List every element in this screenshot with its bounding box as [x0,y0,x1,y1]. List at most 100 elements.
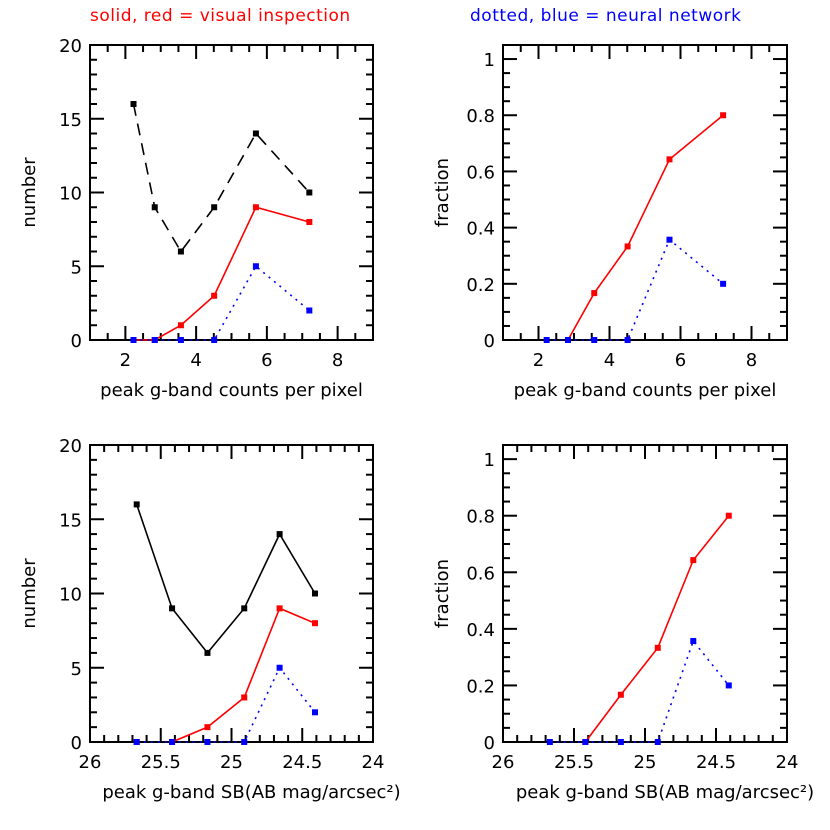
data-point [720,112,727,119]
data-point [133,501,140,508]
data-point [169,739,176,745]
data-point [276,531,283,538]
y-tick-label: 0.4 [466,219,495,240]
data-point [177,337,184,343]
data-point [130,101,137,107]
y-tick-label: 0.4 [466,620,495,641]
y-tick-label: 0.8 [466,507,495,528]
y-tick-label: 1 [484,450,495,471]
x-axis-label: peak g-band counts per pixel [100,380,363,401]
y-tick-label: 0 [71,331,82,352]
x-tick-label: 8 [332,350,343,371]
data-point [133,739,140,745]
series-0000ff [130,263,313,343]
legend-blue-note: dotted, blue = neural network [470,6,742,26]
x-axis-label: peak g-band SB(AB mag/arcsec²) [102,782,400,803]
data-point [306,307,313,314]
axes-frame [89,444,374,743]
panel-bottom-right: 26 25.5 25 24.5 24 0 0.2 0.4 0.6 0.8 1 peak g-band … [432,444,814,803]
panel-top-left: 2 4 6 8 0 5 10 15 20 peak g-band counts per pixel… [19,36,374,401]
data-point [654,739,661,745]
panel-bottom-left: 26 25.5 25 24.5 24 0 5 10 15 20 peak g-band SB(AB … [19,436,401,803]
x-tick-label: 24 [362,752,385,773]
x-tick-label: 24.5 [282,752,322,773]
y-tick-label: 15 [59,110,82,131]
data-point [177,248,184,255]
series-000000 [133,501,318,656]
series-ff0000 [564,112,727,343]
legend-red-note: solid, red = visual inspection [90,6,351,26]
data-point [211,337,218,343]
x-tick-label: 24.5 [696,752,736,773]
data-point [591,290,598,297]
data-point [720,280,727,287]
series-line [171,607,316,743]
y-axis-label: number [19,558,40,629]
x-tick-label: 26 [492,752,515,773]
data-point [241,605,248,612]
x-tick-label: 4 [604,350,615,371]
x-tick-label: 2 [533,350,544,371]
series-ff0000 [133,605,318,745]
data-point [690,557,697,564]
y-axis-label: number [19,157,40,228]
y-tick-label: 1 [484,50,495,71]
axes-frame [502,44,788,341]
y-tick-label: 5 [71,659,82,680]
x-tick-label: 25 [220,752,243,773]
x-tick-label: 25.5 [141,752,181,773]
data-point [546,739,553,745]
data-point [617,739,624,745]
series-0000ff [543,236,727,343]
data-point [725,512,732,519]
data-point [204,724,211,731]
x-tick-label: 24 [776,752,799,773]
y-tick-label: 0.6 [466,162,495,183]
x-axis-label: peak g-band SB(AB mag/arcsec²) [516,782,814,803]
data-point [666,156,673,163]
x-tick-label: 6 [261,350,272,371]
data-point [130,337,137,343]
series-0000ff [546,638,732,745]
x-tick-label: 25 [634,752,657,773]
data-point [311,709,318,716]
data-point [252,263,259,270]
series-line [135,504,316,655]
x-tick-label: 2 [120,350,131,371]
data-point [690,638,697,645]
series-ff0000 [582,512,732,745]
y-tick-label: 0.2 [466,676,495,697]
series-line [133,206,310,341]
data-point [564,337,571,343]
x-tick-label: 4 [190,350,201,371]
y-tick-label: 0.8 [466,106,495,127]
y-axis-label: fraction [432,559,453,628]
y-tick-label: 10 [59,184,82,205]
series-line [132,103,310,253]
y-tick-label: 20 [59,36,82,57]
data-point [666,236,673,243]
data-point [617,691,624,698]
series-line [584,515,730,743]
data-point [582,739,589,745]
data-point [306,219,313,225]
x-tick-label: 26 [79,752,102,773]
data-point [311,590,318,597]
y-tick-label: 0 [484,733,495,754]
axes-frame [89,44,374,341]
y-tick-label: 10 [59,585,82,606]
data-point [211,204,218,211]
data-point [252,130,259,137]
y-tick-label: 0 [71,733,82,754]
data-point [543,337,550,343]
data-point [151,204,158,211]
series-ff0000 [130,204,313,343]
panel-top-right: 2 4 6 8 0 0.2 0.4 0.6 0.8 1 peak g-band counts per… [432,44,788,401]
data-point [204,649,211,656]
y-tick-label: 0.6 [466,563,495,584]
data-point [211,292,218,299]
series-line [133,265,310,341]
data-point [725,682,732,689]
data-point [276,664,283,671]
